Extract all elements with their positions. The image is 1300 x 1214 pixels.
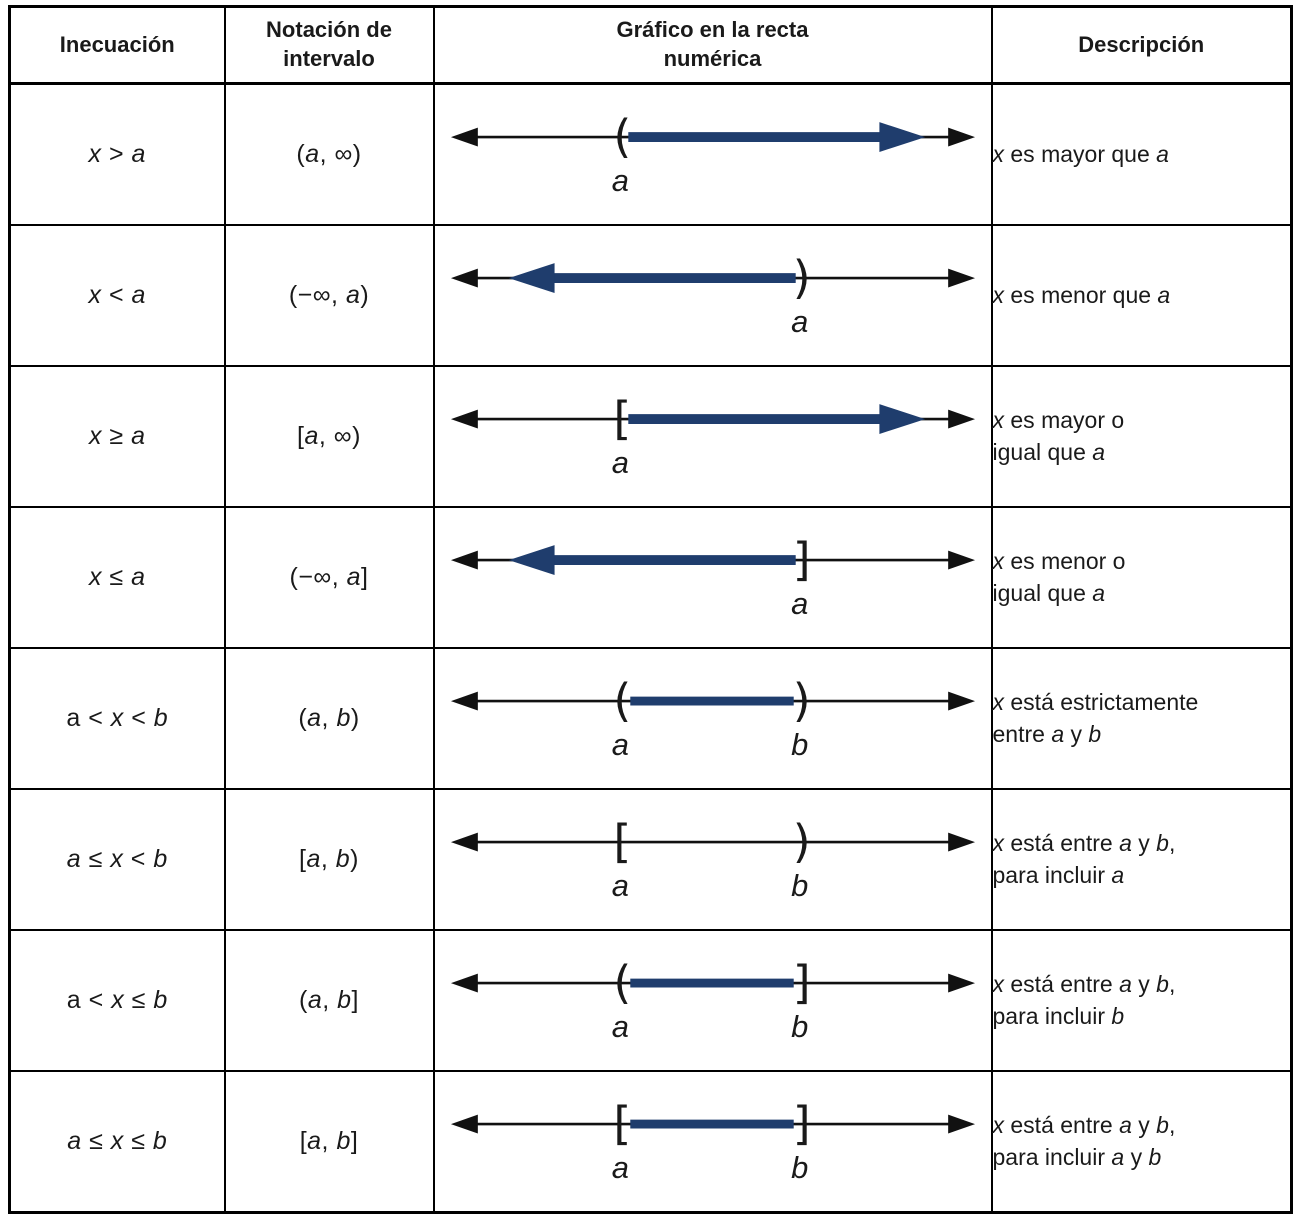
description-cell: x está entre a y b, para incluir b (990, 929, 1293, 1072)
description-cell: x es menor que a (990, 224, 1293, 367)
table-header: Inecuación Notación de intervalo Gráfico en… (8, 5, 1293, 85)
inequality-cell: a ≤ x < b (8, 788, 226, 931)
endpoint-label: b (791, 1150, 808, 1185)
number-line-cell: ] a (432, 506, 993, 649)
number-line-graphic: )a (450, 250, 975, 339)
endpoint-label: b (791, 1009, 808, 1044)
endpoint-mark: ( (613, 955, 631, 1009)
inequality-cell: x ≤ a (8, 506, 226, 649)
number-line-cell: () a b (432, 647, 993, 790)
number-line-graphic: ]a (450, 532, 975, 621)
table-row-6: a ≤ x < b [a, b) [) a b x está entre a y b, pa… (8, 788, 1293, 931)
number-line-cell: [a (432, 365, 993, 508)
table-row-2: x < a (−∞, a)) a x es menor que a (8, 224, 1293, 367)
endpoint-mark: ) (792, 673, 810, 727)
endpoint-label: b (791, 727, 808, 762)
endpoint-label: a (611, 163, 628, 198)
endpoint-mark: ( (613, 109, 631, 163)
inequality-cell: x ≥ a (8, 365, 226, 508)
endpoint-mark: ] (792, 1096, 810, 1150)
endpoint-mark: [ (613, 1096, 631, 1150)
number-line-cell: ) a (432, 224, 993, 367)
description-cell: x está estrictamente entre a y b (990, 647, 1293, 790)
inequality-cell: a ≤ x ≤ b (8, 1070, 226, 1214)
endpoint-mark: ] (792, 532, 810, 586)
endpoint-label: a (611, 1009, 628, 1044)
table-row-5: a < x < b (a, b) () a b x está estrictamente e… (8, 647, 1293, 790)
interval-notation-table: Inecuación Notación de intervalo Gráfico en… (8, 5, 1293, 1214)
description-cell: x está entre a y b, para incluir a y b (990, 1070, 1293, 1214)
inequality-cell: a < x ≤ b (8, 929, 226, 1072)
column-header-inecuacion: Inecuación (8, 5, 226, 85)
number-line-graphic: [) a b (450, 814, 975, 903)
interval-notation-cell: (−∞, a) (223, 224, 435, 367)
description-cell: x es menor o igual que a (990, 506, 1293, 649)
endpoint-label: b (791, 868, 808, 903)
endpoint-label: a (611, 868, 628, 903)
description-cell: x es mayor que a (990, 82, 1293, 226)
column-header-notacion: Notación de intervalo (223, 5, 435, 85)
description-cell: x está entre a y b, para incluir a (990, 788, 1293, 931)
number-line-cell: [] a b (432, 1070, 993, 1214)
table-row-1: x > a (a, ∞)(a x es mayor que a (8, 82, 1293, 226)
number-line-graphic: (a (450, 109, 975, 198)
endpoint-mark: ( (613, 673, 631, 727)
column-header-descripcion: Descripción (990, 5, 1293, 85)
number-line-graphic: (] a b (450, 955, 975, 1044)
column-header-grafico: Gráfico en la recta numérica (432, 5, 993, 85)
table-row-8: a ≤ x ≤ b [a, b] [] a b x está entre a y b, pa… (8, 1070, 1293, 1214)
number-line-graphic: () a b (450, 673, 975, 762)
interval-notation-cell: [a, b) (223, 788, 435, 931)
endpoint-mark: ) (792, 814, 810, 868)
endpoint-mark: [ (613, 391, 631, 445)
endpoint-mark: ] (792, 955, 810, 1009)
header-row: Inecuación Notación de intervalo Gráfico en… (8, 5, 1293, 85)
endpoint-label: a (611, 727, 628, 762)
interval-notation-cell: (a, b) (223, 647, 435, 790)
number-line-cell: (] a b (432, 929, 993, 1072)
interval-notation-cell: [a, ∞) (223, 365, 435, 508)
interval-notation-cell: (−∞, a] (223, 506, 435, 649)
endpoint-mark: ) (792, 250, 810, 304)
number-line-graphic: [] a b (450, 1096, 975, 1185)
endpoint-label: a (791, 304, 808, 339)
endpoint-label: a (611, 1150, 628, 1185)
inequality-cell: x > a (8, 82, 226, 226)
table-row-7: a < x ≤ b (a, b] (] a b x está entre a y b, pa… (8, 929, 1293, 1072)
interval-notation-cell: [a, b] (223, 1070, 435, 1214)
number-line-graphic: [a (450, 391, 975, 480)
inequality-cell: a < x < b (8, 647, 226, 790)
description-cell: x es mayor o igual que a (990, 365, 1293, 508)
endpoint-label: a (611, 445, 628, 480)
endpoint-label: a (791, 586, 808, 621)
number-line-cell: [) a b (432, 788, 993, 931)
endpoint-mark: [ (613, 814, 631, 868)
interval-notation-cell: (a, b] (223, 929, 435, 1072)
interval-notation-cell: (a, ∞) (223, 82, 435, 226)
number-line-cell: (a (432, 82, 993, 226)
inequality-cell: x < a (8, 224, 226, 367)
table-row-4: x ≤ a (−∞, a]] a x es menor o igual que a (8, 506, 1293, 649)
table-row-3: x ≥ a [a, ∞)[a x es mayor o igual que a (8, 365, 1293, 508)
